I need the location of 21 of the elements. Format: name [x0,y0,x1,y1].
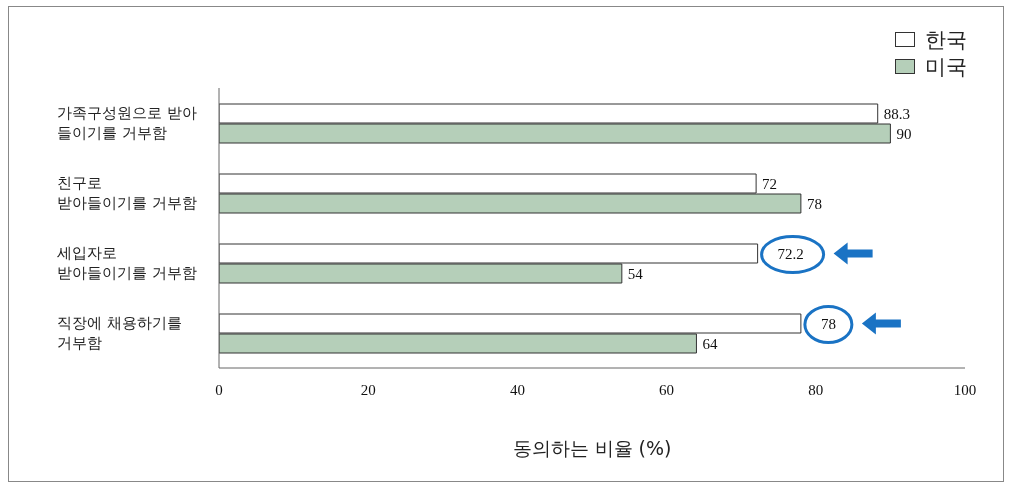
data-label: 88.3 [883,105,910,122]
x-tick-label: 80 [808,381,824,398]
data-label: 72 [762,175,778,192]
data-label: 78 [820,315,836,332]
data-label: 72.2 [777,245,804,262]
x-tick-label: 20 [360,381,376,398]
data-label: 90 [896,125,912,142]
y-tick-label: 직장에 채용하기를 거부함 [57,314,182,352]
y-tick-label: 세입자로 받아들이기를 거부함 [57,244,197,282]
data-label: 64 [702,335,718,352]
x-axis-title: 동의하는 비율 (%) [511,436,673,461]
x-tick-label: 0 [215,381,223,398]
y-tick-label: 가족구성원으로 받아 들이기를 거부함 [57,104,197,142]
y-tick-label: 친구로 받아들이기를 거부함 [57,174,197,212]
legend-label: 미국 [925,53,967,81]
x-tick-label: 40 [509,381,525,398]
x-tick-label: 60 [659,381,675,398]
data-label: 54 [627,265,644,282]
data-label: 78 [806,195,822,212]
x-tick-label: 100 [953,381,977,398]
legend-label: 한국 [925,26,967,54]
